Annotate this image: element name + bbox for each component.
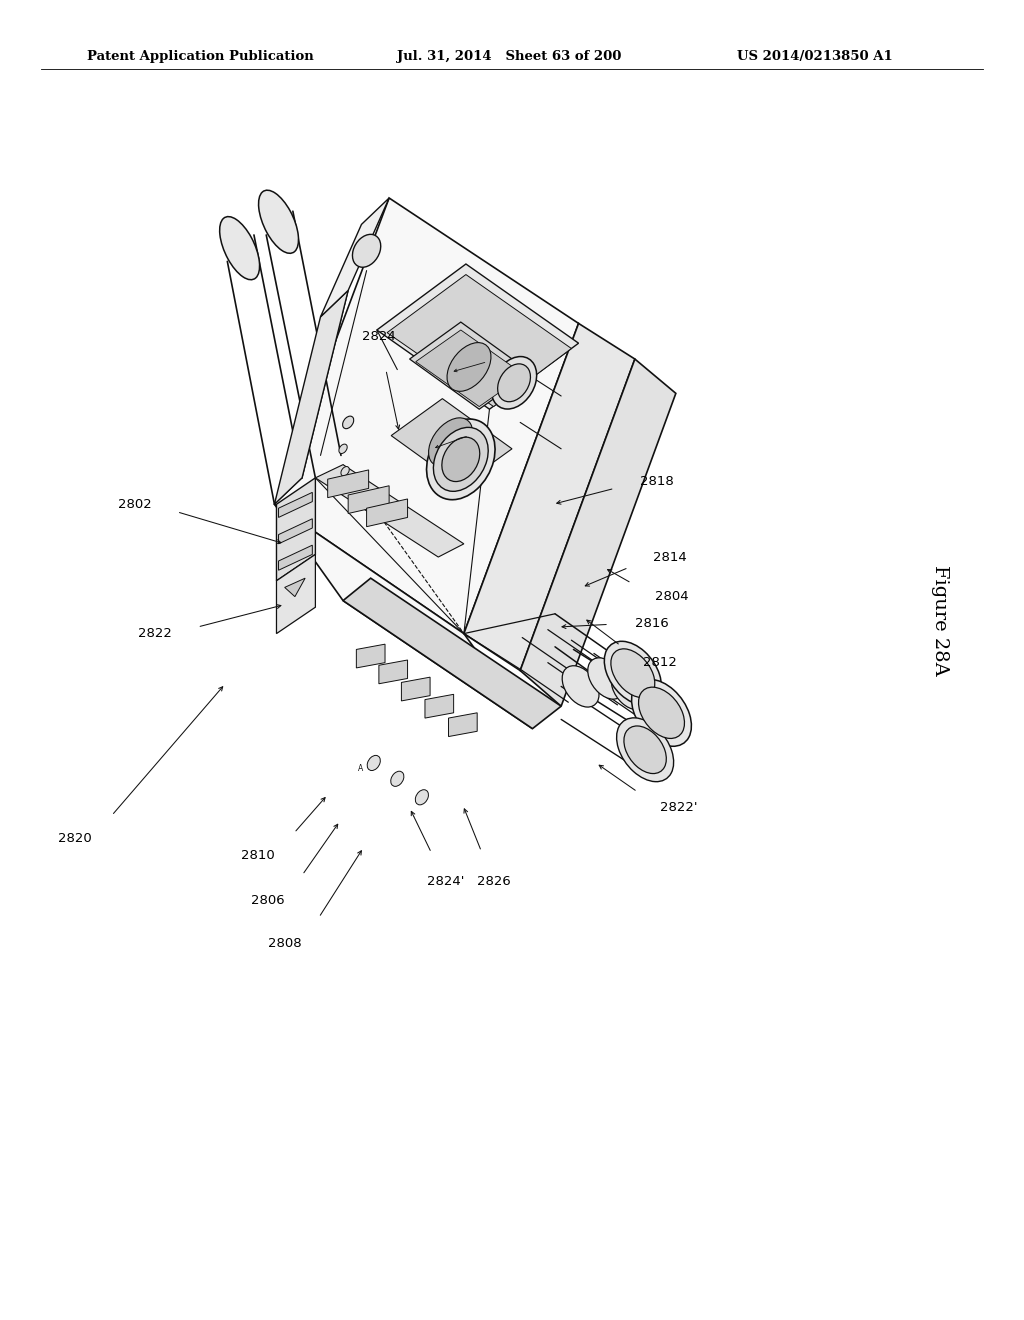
Text: 2824: 2824	[362, 330, 395, 343]
Polygon shape	[410, 322, 530, 409]
Ellipse shape	[632, 680, 691, 746]
Polygon shape	[401, 677, 430, 701]
Polygon shape	[315, 465, 464, 557]
Ellipse shape	[447, 343, 490, 391]
Text: 2806: 2806	[251, 894, 285, 907]
Polygon shape	[464, 323, 635, 671]
Ellipse shape	[498, 364, 530, 401]
Ellipse shape	[604, 642, 662, 705]
Ellipse shape	[219, 216, 260, 280]
Ellipse shape	[639, 688, 684, 738]
Ellipse shape	[433, 428, 488, 491]
Text: 2802: 2802	[118, 498, 152, 511]
Text: US 2014/0213850 A1: US 2014/0213850 A1	[737, 50, 893, 63]
Ellipse shape	[258, 190, 299, 253]
Ellipse shape	[611, 649, 654, 697]
Polygon shape	[416, 330, 524, 407]
Ellipse shape	[588, 657, 625, 700]
Ellipse shape	[492, 356, 537, 409]
Polygon shape	[449, 713, 477, 737]
Polygon shape	[279, 545, 312, 570]
Text: 2822': 2822'	[660, 801, 698, 814]
Text: 2812: 2812	[643, 656, 677, 669]
Ellipse shape	[341, 466, 349, 477]
Ellipse shape	[562, 665, 599, 708]
Ellipse shape	[343, 416, 353, 429]
Text: Patent Application Publication: Patent Application Publication	[87, 50, 313, 63]
Polygon shape	[279, 519, 312, 544]
Text: Jul. 31, 2014   Sheet 63 of 200: Jul. 31, 2014 Sheet 63 of 200	[397, 50, 622, 63]
Polygon shape	[274, 198, 579, 634]
Ellipse shape	[391, 771, 403, 787]
Polygon shape	[348, 486, 389, 513]
Text: 2826: 2826	[477, 875, 510, 888]
Ellipse shape	[624, 726, 667, 774]
Polygon shape	[321, 198, 389, 317]
Polygon shape	[276, 478, 315, 581]
Text: 2816: 2816	[635, 616, 669, 630]
Polygon shape	[274, 504, 532, 729]
Ellipse shape	[427, 418, 495, 500]
Polygon shape	[276, 554, 315, 634]
Polygon shape	[379, 660, 408, 684]
Ellipse shape	[368, 755, 380, 771]
Polygon shape	[356, 644, 385, 668]
Polygon shape	[520, 359, 676, 706]
Ellipse shape	[352, 235, 381, 267]
Polygon shape	[391, 399, 512, 486]
Ellipse shape	[611, 668, 648, 710]
Polygon shape	[328, 470, 369, 498]
Polygon shape	[285, 578, 305, 597]
Text: 2818: 2818	[640, 475, 674, 488]
Text: Figure 28A: Figure 28A	[931, 565, 949, 676]
Polygon shape	[387, 275, 571, 407]
Text: 2822: 2822	[138, 627, 172, 640]
Polygon shape	[343, 578, 561, 729]
Text: A: A	[357, 764, 364, 772]
Ellipse shape	[634, 681, 671, 723]
Text: 2804: 2804	[655, 590, 689, 603]
Text: 2814: 2814	[653, 550, 687, 564]
Ellipse shape	[616, 718, 674, 781]
Ellipse shape	[429, 418, 472, 466]
Polygon shape	[274, 290, 348, 504]
Ellipse shape	[416, 789, 428, 805]
Polygon shape	[279, 492, 312, 517]
Polygon shape	[425, 694, 454, 718]
Text: 2820: 2820	[58, 832, 92, 845]
Polygon shape	[367, 499, 408, 527]
Ellipse shape	[339, 444, 347, 454]
Ellipse shape	[441, 437, 480, 482]
Text: 2810: 2810	[241, 849, 274, 862]
Text: 2808: 2808	[268, 937, 302, 950]
Polygon shape	[377, 264, 579, 409]
Text: 2824': 2824'	[427, 875, 464, 888]
